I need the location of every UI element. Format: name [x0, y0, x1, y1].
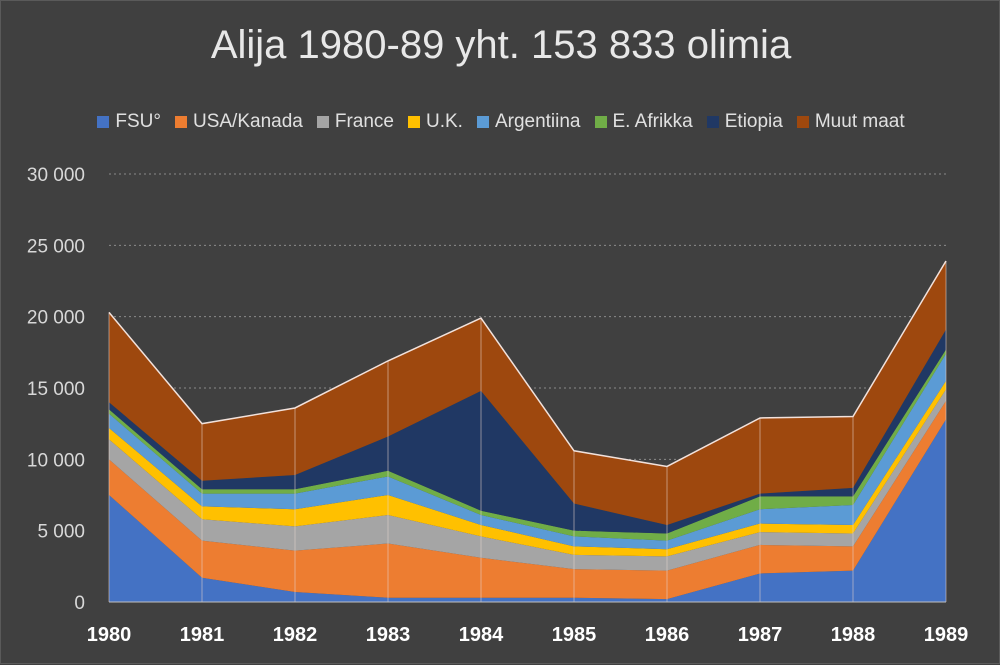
area-series-muut-maat — [109, 261, 946, 525]
area-series-fsu — [109, 419, 946, 602]
y-tick-label: 20 000 — [27, 308, 85, 329]
y-tick-label: 10 000 — [27, 450, 85, 471]
legend-swatch — [796, 116, 809, 128]
x-tick-label: 1982 — [273, 624, 318, 646]
area-series-france — [109, 389, 946, 571]
legend-label: FSU° — [115, 111, 161, 132]
y-tick-label: 25 000 — [27, 236, 85, 257]
legend-label: U.K. — [425, 111, 463, 132]
x-tick-label: 1984 — [459, 624, 504, 646]
x-tick-label: 1985 — [552, 624, 597, 646]
area-series-u-k — [109, 380, 946, 557]
chart-title: Alija 1980-89 yht. 153 833 olimia — [210, 23, 792, 67]
legend-swatch — [476, 116, 489, 128]
legend-label: USA/Kanada — [192, 111, 303, 132]
y-tick-label: 30 000 — [27, 165, 85, 186]
legend-item: Argentiina — [476, 111, 581, 133]
legend-label: France — [334, 111, 394, 132]
legend-item: USA/Kanada — [174, 111, 303, 133]
legend-item: Muut maat — [796, 111, 905, 133]
legend-label: Etiopia — [724, 111, 783, 132]
legend-swatch — [97, 116, 110, 128]
legend-swatch — [174, 116, 187, 128]
area-series-argentiina — [109, 353, 946, 550]
legend-item: Etiopia — [706, 111, 783, 133]
area-series-etiopia — [109, 329, 946, 534]
y-tick-label: 5 000 — [37, 522, 85, 543]
x-tick-label: 1986 — [645, 624, 690, 646]
area-series-usa-kanada — [109, 400, 946, 600]
x-tick-label: 1981 — [180, 624, 225, 646]
legend-label: Muut maat — [814, 111, 905, 132]
legend-swatch — [706, 116, 719, 128]
x-tick-label: 1988 — [831, 624, 876, 646]
x-tick-label: 1987 — [738, 624, 783, 646]
x-tick-label: 1983 — [366, 624, 411, 646]
legend-swatch — [316, 116, 329, 128]
x-tick-label: 1980 — [87, 624, 132, 646]
legend-item: E. Afrikka — [594, 111, 693, 133]
legend: FSU° USA/Kanada France U.K. Argentiina E. Afr… — [1, 111, 1000, 133]
legend-swatch — [407, 116, 420, 128]
legend-swatch — [594, 116, 607, 128]
y-tick-label: 0 — [74, 593, 85, 614]
legend-item: FSU° — [97, 111, 161, 133]
y-tick-label: 15 000 — [27, 379, 85, 400]
legend-label: E. Afrikka — [612, 111, 693, 132]
legend-label: Argentiina — [494, 111, 581, 132]
legend-item: France — [316, 111, 394, 133]
legend-item: U.K. — [407, 111, 463, 133]
total-outline — [108, 260, 947, 468]
x-tick-label: 1989 — [924, 624, 969, 646]
